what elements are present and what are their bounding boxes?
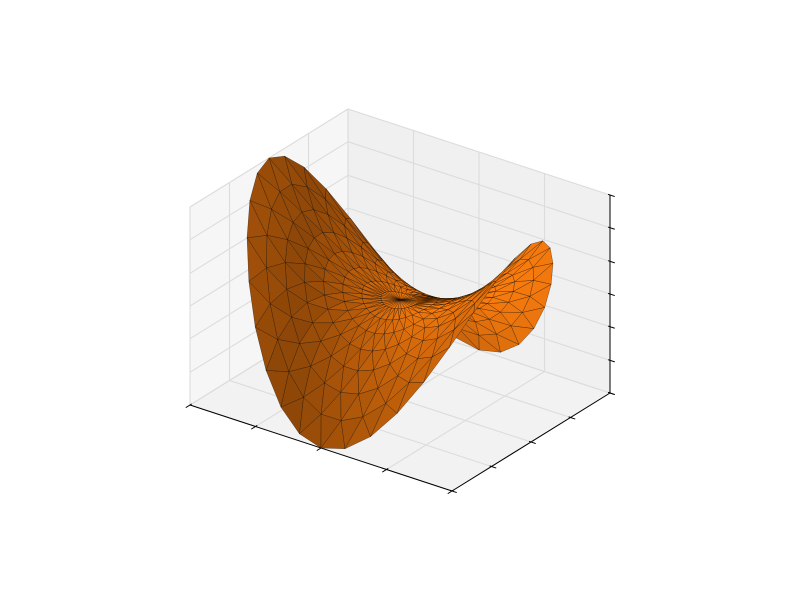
z-tick bbox=[607, 260, 615, 264]
y-tick bbox=[489, 465, 497, 469]
y-tick bbox=[528, 440, 536, 445]
z-tick bbox=[607, 391, 615, 396]
grid-line-back-z bbox=[347, 240, 611, 328]
surface-facet bbox=[473, 281, 497, 313]
surface-facet bbox=[248, 281, 271, 328]
y-tick bbox=[568, 416, 576, 420]
x-tick bbox=[447, 489, 454, 495]
z-tick bbox=[607, 193, 615, 198]
surface-facet bbox=[246, 200, 268, 238]
x-tick bbox=[185, 403, 192, 409]
z-tick bbox=[607, 359, 615, 363]
axis-ticks bbox=[185, 193, 615, 495]
grid-line-back-z bbox=[347, 207, 611, 295]
y-tick bbox=[449, 489, 457, 494]
z-tick bbox=[607, 325, 615, 329]
x-tick bbox=[250, 425, 258, 430]
grid-line-back-z bbox=[347, 141, 611, 229]
surface-mesh bbox=[246, 155, 554, 449]
grid-line-back-z bbox=[347, 174, 611, 262]
z-tick bbox=[607, 226, 615, 230]
surface-facet bbox=[449, 312, 475, 348]
grid-line-back-z bbox=[347, 108, 611, 196]
z-tick bbox=[607, 292, 615, 297]
surface-facet bbox=[492, 257, 516, 282]
x-tick bbox=[381, 468, 389, 473]
surface-facet bbox=[246, 237, 267, 282]
